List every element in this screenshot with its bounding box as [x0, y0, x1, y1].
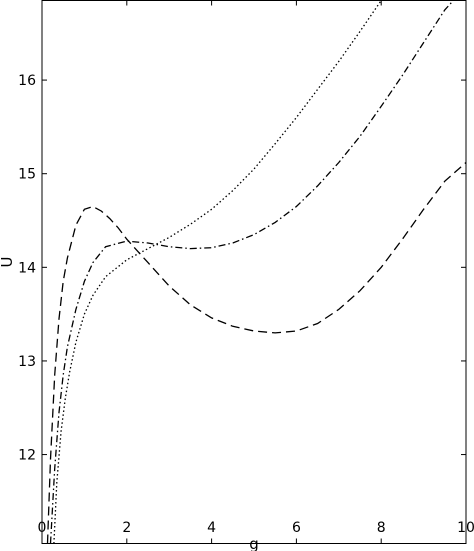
series-line-dashdot [49, 0, 454, 544]
x-tick-label: 0 [38, 520, 47, 536]
x-tick-label: 8 [377, 520, 386, 536]
x-axis-label: g [249, 535, 259, 551]
series-layer [46, 0, 466, 544]
x-tick-label: 2 [122, 520, 131, 536]
y-tick-label: 16 [18, 73, 36, 89]
plot-frame [41, 0, 467, 544]
x-axis: 0 2 4 6 8 10 [38, 0, 474, 544]
y-axis-label: U [0, 257, 16, 268]
y-tick-label: 15 [18, 167, 36, 183]
x-tick-label: 10 [457, 520, 474, 536]
series-line-dashed [46, 162, 466, 544]
y-tick-label: 14 [18, 260, 36, 276]
y-tick-label: 12 [18, 448, 36, 464]
x-tick-label: 6 [292, 520, 301, 536]
x-tick-label: 4 [207, 520, 216, 536]
y-tick-label: 13 [18, 354, 36, 370]
y-axis: 12 13 14 15 16 [18, 73, 466, 464]
series-line-dotted [53, 0, 382, 544]
